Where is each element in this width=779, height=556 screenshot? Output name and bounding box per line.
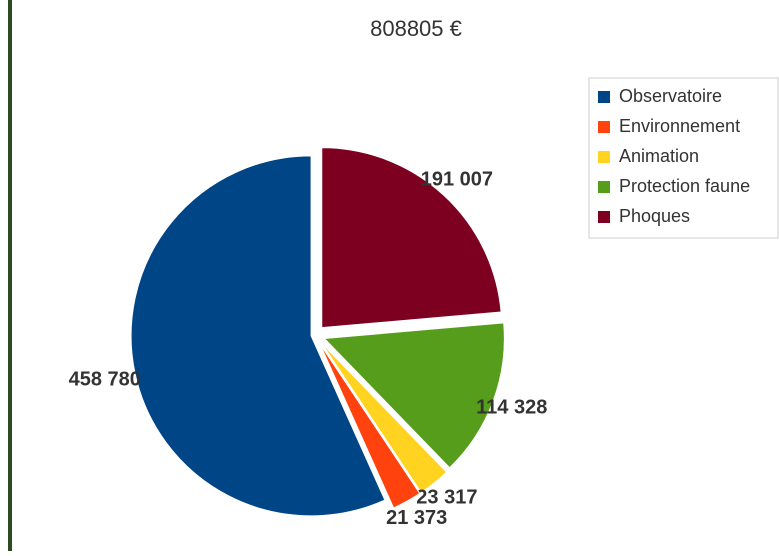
data-label: 191 007 [421, 168, 493, 190]
pie-slice [320, 342, 448, 494]
legend-label: Phoques [619, 206, 690, 226]
legend-label: Observatoire [619, 86, 722, 106]
legend-label: Environnement [619, 116, 740, 136]
pie-slice [321, 147, 502, 329]
chart-title: 808805 € [370, 16, 462, 41]
legend-label: Animation [619, 146, 699, 166]
data-label: 114 328 [476, 397, 547, 419]
pie-slice [130, 155, 386, 517]
left-border [8, 0, 12, 551]
legend-swatch [598, 211, 610, 223]
legend-swatch [598, 151, 610, 163]
legend-box [588, 77, 779, 239]
legend-swatch [598, 121, 610, 133]
legend-swatch [598, 91, 610, 103]
pie-slice [323, 322, 505, 469]
legend-label: Protection faune [619, 176, 750, 196]
pie-slice [319, 343, 421, 509]
data-label: 458 780 [69, 368, 141, 390]
data-label: 21 373 [386, 507, 447, 529]
legend-swatch [598, 181, 610, 193]
data-label: 23 317 [416, 487, 477, 509]
